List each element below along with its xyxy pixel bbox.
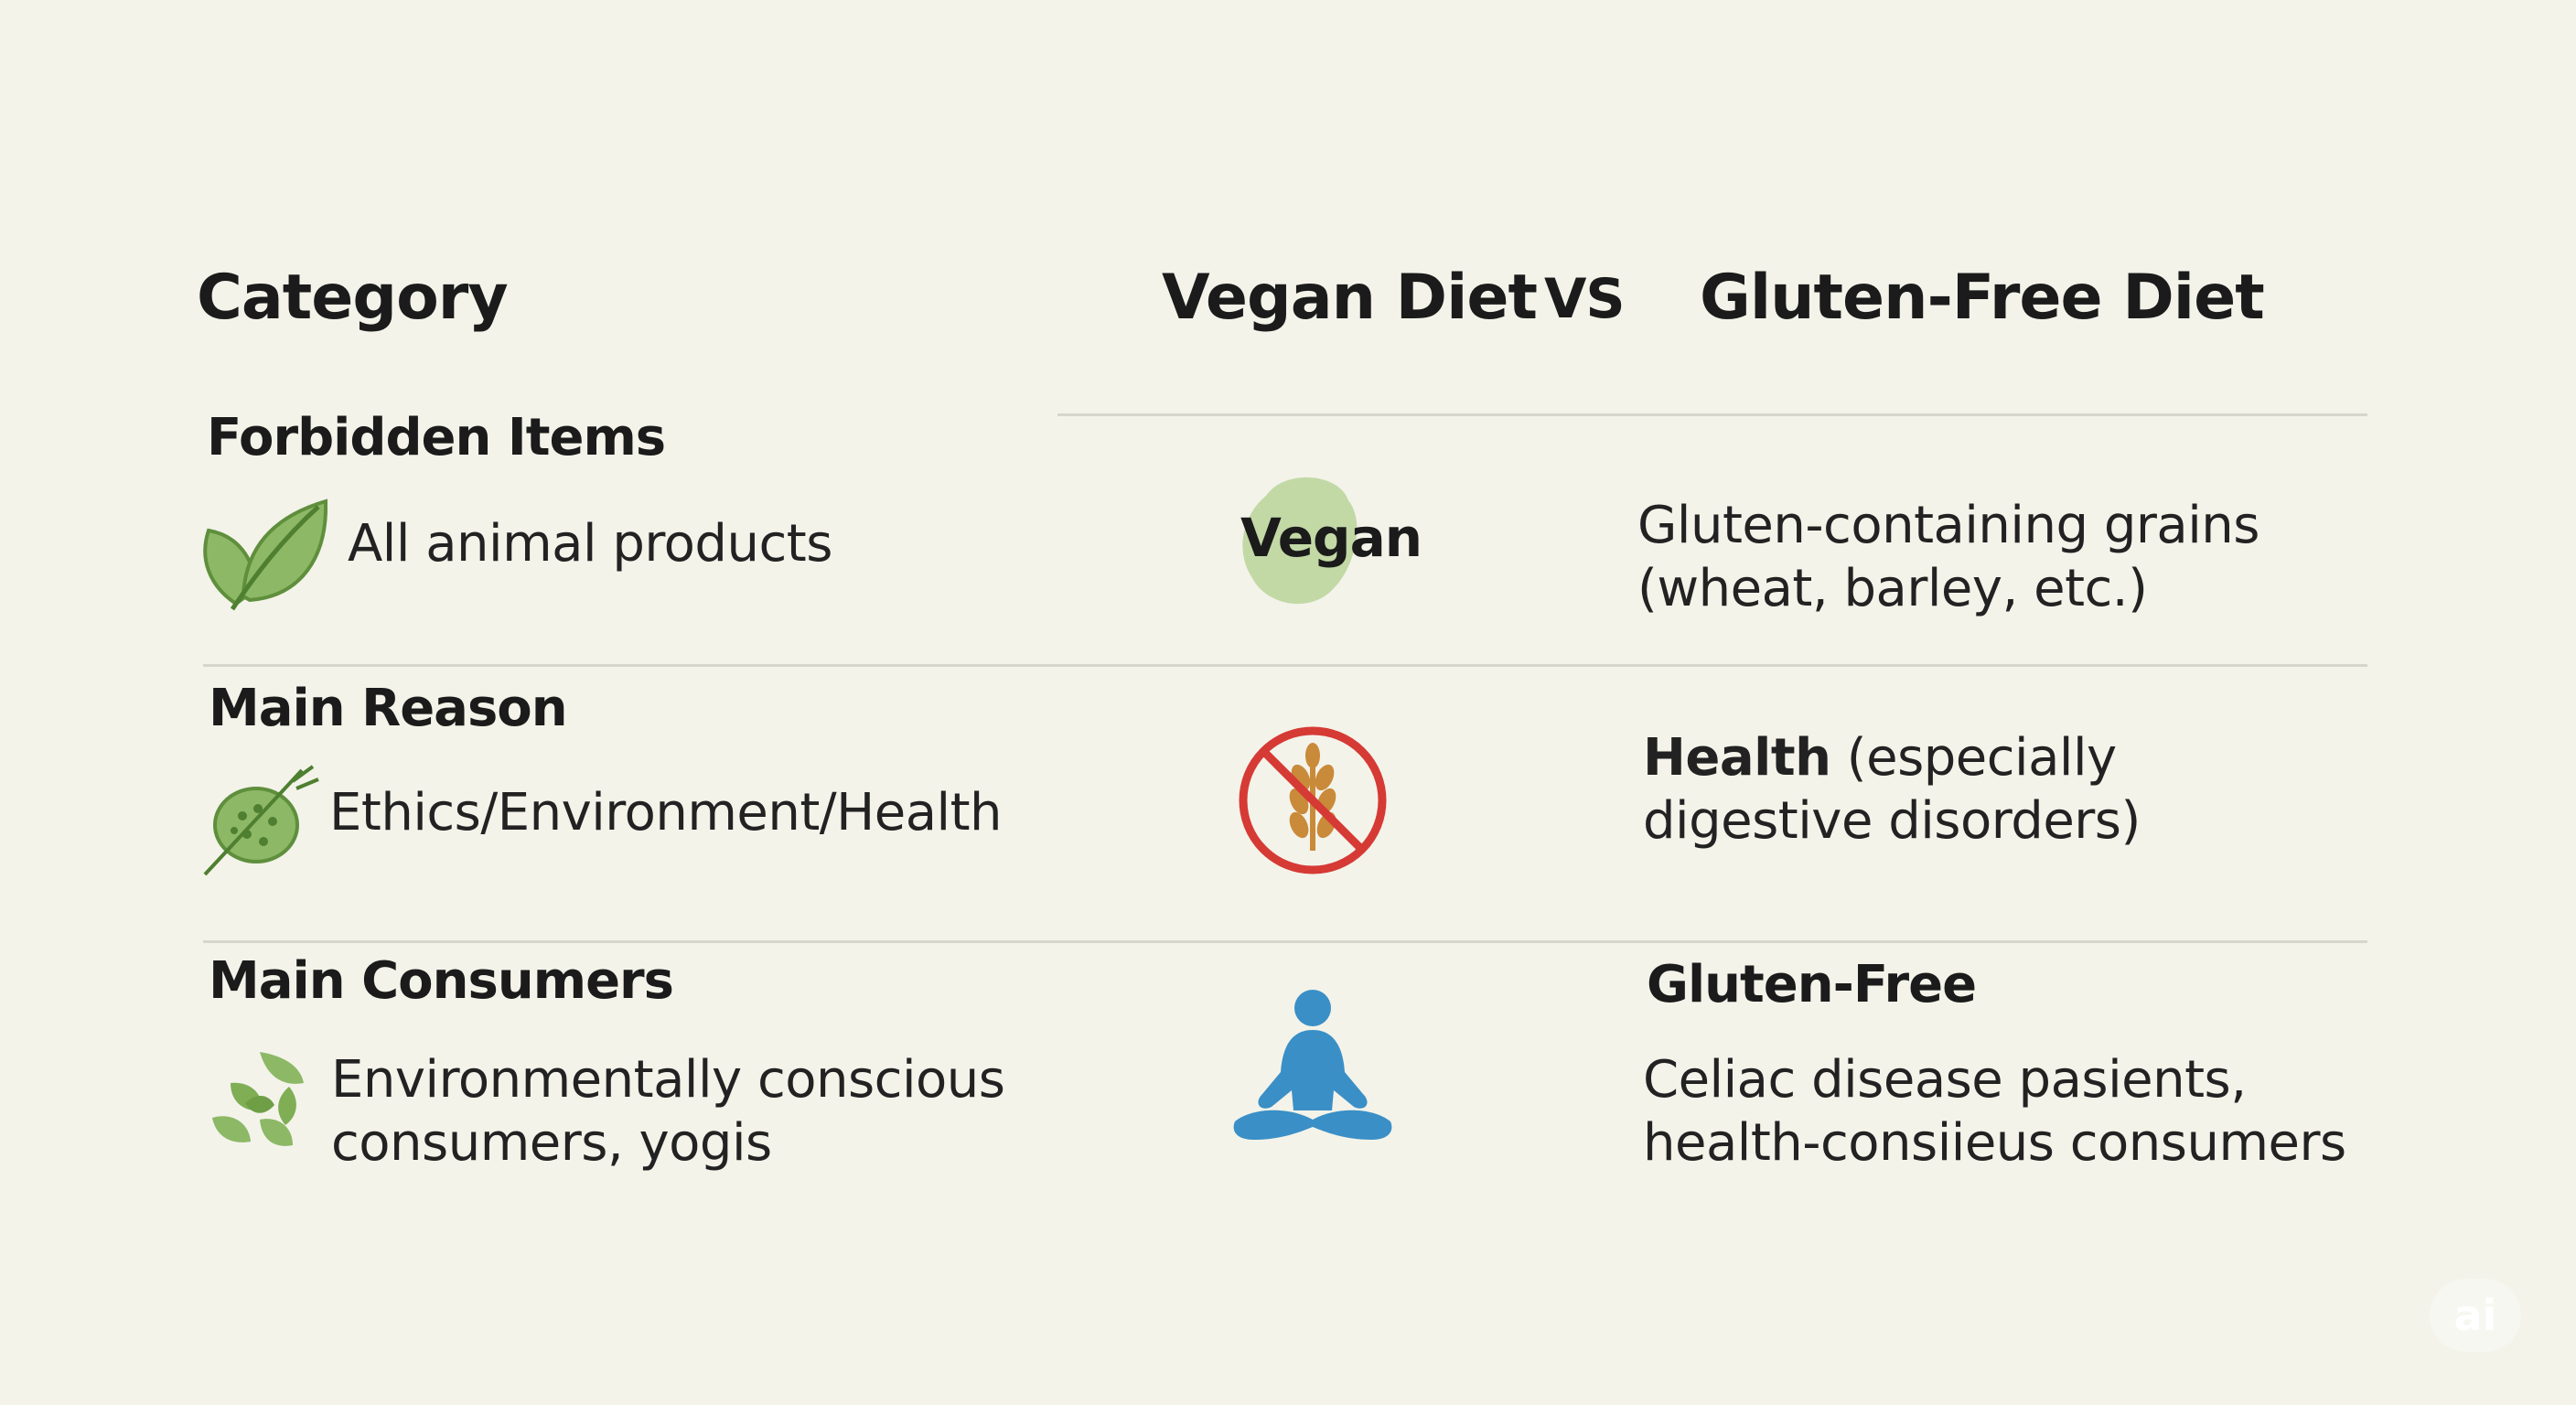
category-text-consumers-line2: consumers, yogis bbox=[331, 1113, 772, 1173]
category-header: Category bbox=[197, 262, 509, 334]
watermark-badge: ai bbox=[2430, 1279, 2521, 1352]
meditation-person-icon bbox=[1226, 984, 1400, 1158]
right-text-reason-rest: (especially bbox=[1830, 728, 2117, 788]
right-text-forbidden-line2: (wheat, barley, etc.) bbox=[1637, 559, 2148, 618]
category-text-reason: Ethics/Environment/Health bbox=[329, 783, 1003, 842]
vegan-badge-icon bbox=[1229, 468, 1376, 615]
vs-label: VS bbox=[1544, 267, 1626, 331]
category-text-forbidden: All animal products bbox=[348, 514, 832, 574]
no-wheat-icon bbox=[1235, 723, 1390, 878]
vegan-diet-header: Vegan Diet bbox=[1162, 262, 1538, 334]
category-text-consumers-line1: Environmentally conscious bbox=[331, 1050, 1005, 1110]
right-text-reason-line2: digestive disorders) bbox=[1643, 791, 2141, 851]
leaf-icon bbox=[199, 494, 327, 613]
vegan-badge-label: Vegan bbox=[1240, 507, 1422, 569]
right-text-consumers-line2: health-consiieus consumers bbox=[1643, 1113, 2346, 1173]
row-title-main-consumers: Main Consumers bbox=[209, 951, 674, 1011]
right-text-reason-bold: Health bbox=[1643, 728, 1831, 788]
row-title-forbidden-items: Forbidden Items bbox=[207, 408, 666, 467]
row-title-main-reason: Main Reason bbox=[209, 679, 568, 738]
row-divider-1 bbox=[203, 664, 2367, 667]
right-heading-consumers: Gluten-Free bbox=[1647, 955, 1977, 1014]
row-divider-2 bbox=[203, 940, 2367, 943]
header-divider bbox=[1057, 413, 2367, 416]
right-text-forbidden-line1: Gluten-containing grains bbox=[1637, 496, 2259, 555]
right-text-consumers-line1: Celiac disease pasients, bbox=[1643, 1050, 2247, 1110]
seed-pod-icon bbox=[201, 761, 320, 880]
gluten-free-diet-header: Gluten-Free Diet bbox=[1700, 262, 2265, 334]
leaves-cluster-icon bbox=[209, 1046, 311, 1154]
right-text-reason-line1: Health (especially bbox=[1643, 726, 2117, 789]
